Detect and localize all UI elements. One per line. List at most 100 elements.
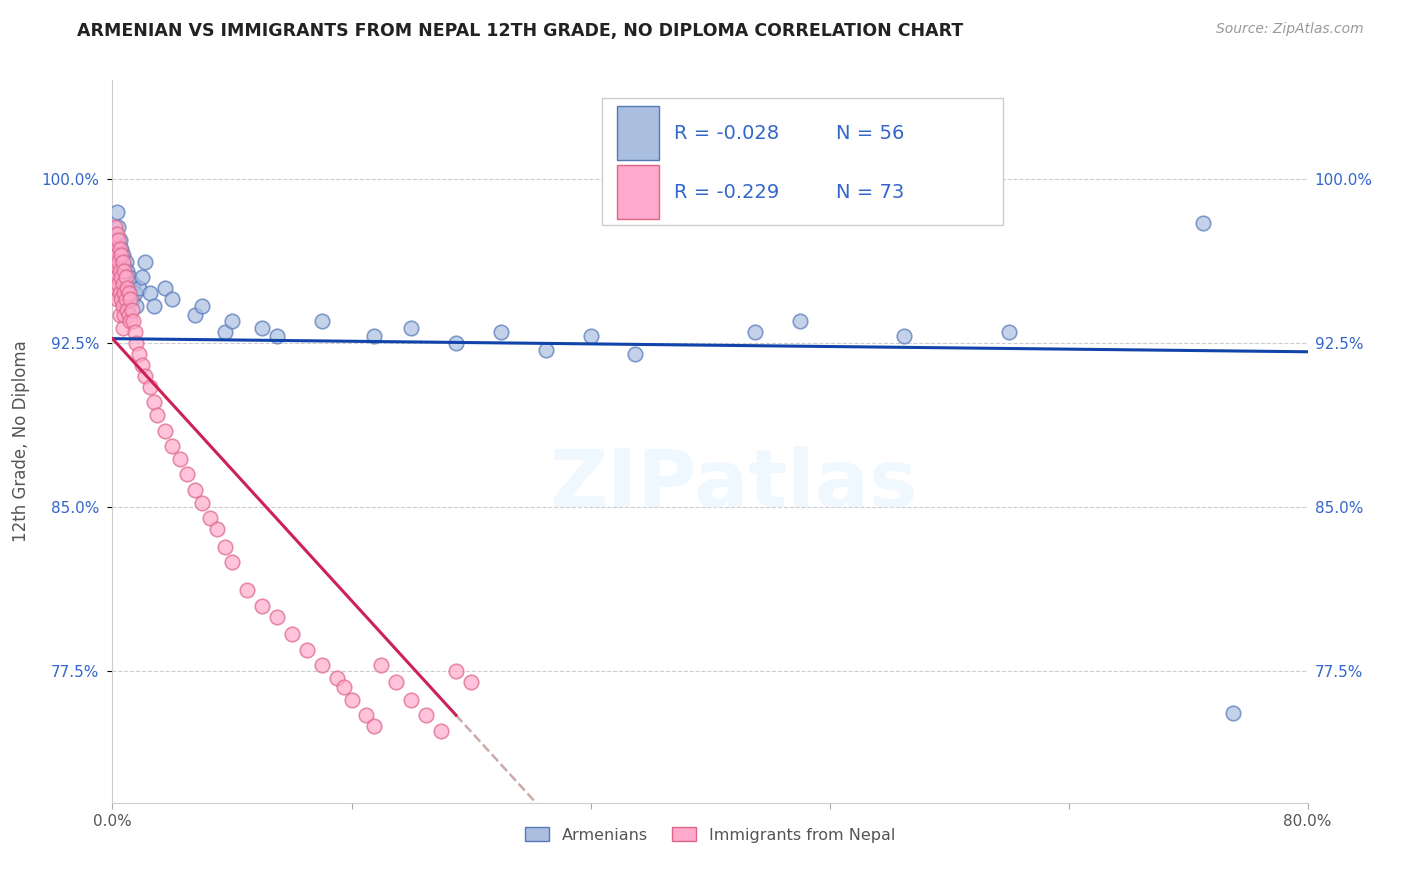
- Point: [370, 657, 392, 672]
- Point: [118, 285, 141, 300]
- Point: [104, 227, 127, 241]
- Point: [139, 380, 162, 394]
- Point: [107, 255, 129, 269]
- Point: [114, 308, 135, 322]
- Point: [120, 281, 142, 295]
- Point: [134, 368, 156, 383]
- Text: N = 73: N = 73: [835, 183, 904, 202]
- Point: [104, 219, 127, 234]
- Point: [125, 336, 148, 351]
- Point: [176, 467, 198, 482]
- Point: [118, 308, 141, 322]
- Point: [108, 285, 131, 300]
- Point: [266, 329, 288, 343]
- Point: [107, 233, 129, 247]
- Point: [124, 285, 146, 300]
- Point: [103, 260, 125, 274]
- Point: [103, 260, 125, 274]
- Point: [105, 292, 128, 306]
- Point: [117, 264, 139, 278]
- Point: [104, 264, 127, 278]
- Point: [110, 292, 132, 306]
- Point: [108, 233, 131, 247]
- Point: [998, 325, 1021, 339]
- Text: Source: ZipAtlas.com: Source: ZipAtlas.com: [1216, 22, 1364, 37]
- Point: [311, 314, 333, 328]
- Point: [111, 248, 134, 262]
- Point: [114, 260, 135, 274]
- FancyBboxPatch shape: [617, 165, 658, 219]
- Point: [221, 314, 243, 328]
- Point: [281, 627, 304, 641]
- Point: [183, 308, 205, 322]
- Point: [169, 452, 191, 467]
- Point: [340, 693, 363, 707]
- Point: [107, 277, 129, 291]
- Point: [139, 285, 162, 300]
- Point: [266, 609, 288, 624]
- Point: [191, 299, 214, 313]
- Point: [183, 483, 205, 497]
- Point: [107, 219, 129, 234]
- Point: [120, 292, 142, 306]
- Point: [624, 347, 647, 361]
- Point: [401, 693, 423, 707]
- Point: [103, 237, 125, 252]
- Point: [295, 642, 318, 657]
- Point: [111, 320, 134, 334]
- Point: [114, 285, 135, 300]
- Text: ZIPatlas: ZIPatlas: [550, 446, 918, 524]
- Point: [114, 281, 135, 295]
- Point: [143, 395, 166, 409]
- Point: [122, 277, 145, 291]
- Y-axis label: 12th Grade, No Diploma: 12th Grade, No Diploma: [13, 341, 30, 542]
- Point: [125, 299, 148, 313]
- Point: [789, 314, 811, 328]
- Point: [893, 329, 915, 343]
- Point: [114, 264, 135, 278]
- Text: R = -0.028: R = -0.028: [675, 123, 779, 143]
- Point: [131, 358, 153, 372]
- Point: [117, 303, 139, 318]
- Point: [110, 270, 132, 285]
- Point: [105, 270, 128, 285]
- Point: [117, 285, 139, 300]
- Point: [115, 277, 138, 291]
- Point: [1222, 706, 1244, 720]
- Point: [444, 665, 467, 679]
- Point: [444, 336, 467, 351]
- Point: [111, 270, 134, 285]
- Point: [110, 242, 132, 256]
- Point: [110, 248, 132, 262]
- Point: [460, 675, 482, 690]
- FancyBboxPatch shape: [603, 98, 1002, 225]
- Point: [128, 347, 150, 361]
- Point: [115, 255, 138, 269]
- Point: [415, 708, 437, 723]
- Point: [153, 424, 176, 438]
- Text: N = 56: N = 56: [835, 123, 904, 143]
- Point: [121, 292, 143, 306]
- Point: [236, 583, 259, 598]
- Point: [121, 303, 143, 318]
- Point: [108, 277, 131, 291]
- Point: [110, 264, 132, 278]
- Point: [221, 555, 243, 569]
- Point: [146, 409, 169, 423]
- Point: [122, 314, 145, 328]
- Point: [108, 242, 131, 256]
- Point: [105, 204, 128, 219]
- Point: [124, 325, 146, 339]
- Point: [214, 325, 236, 339]
- Point: [131, 270, 153, 285]
- Point: [110, 285, 132, 300]
- Point: [1192, 216, 1215, 230]
- Point: [401, 320, 423, 334]
- Point: [115, 292, 138, 306]
- Point: [105, 248, 128, 262]
- Point: [104, 242, 127, 256]
- Point: [111, 255, 134, 269]
- Point: [103, 281, 125, 295]
- Point: [162, 292, 183, 306]
- Point: [143, 299, 166, 313]
